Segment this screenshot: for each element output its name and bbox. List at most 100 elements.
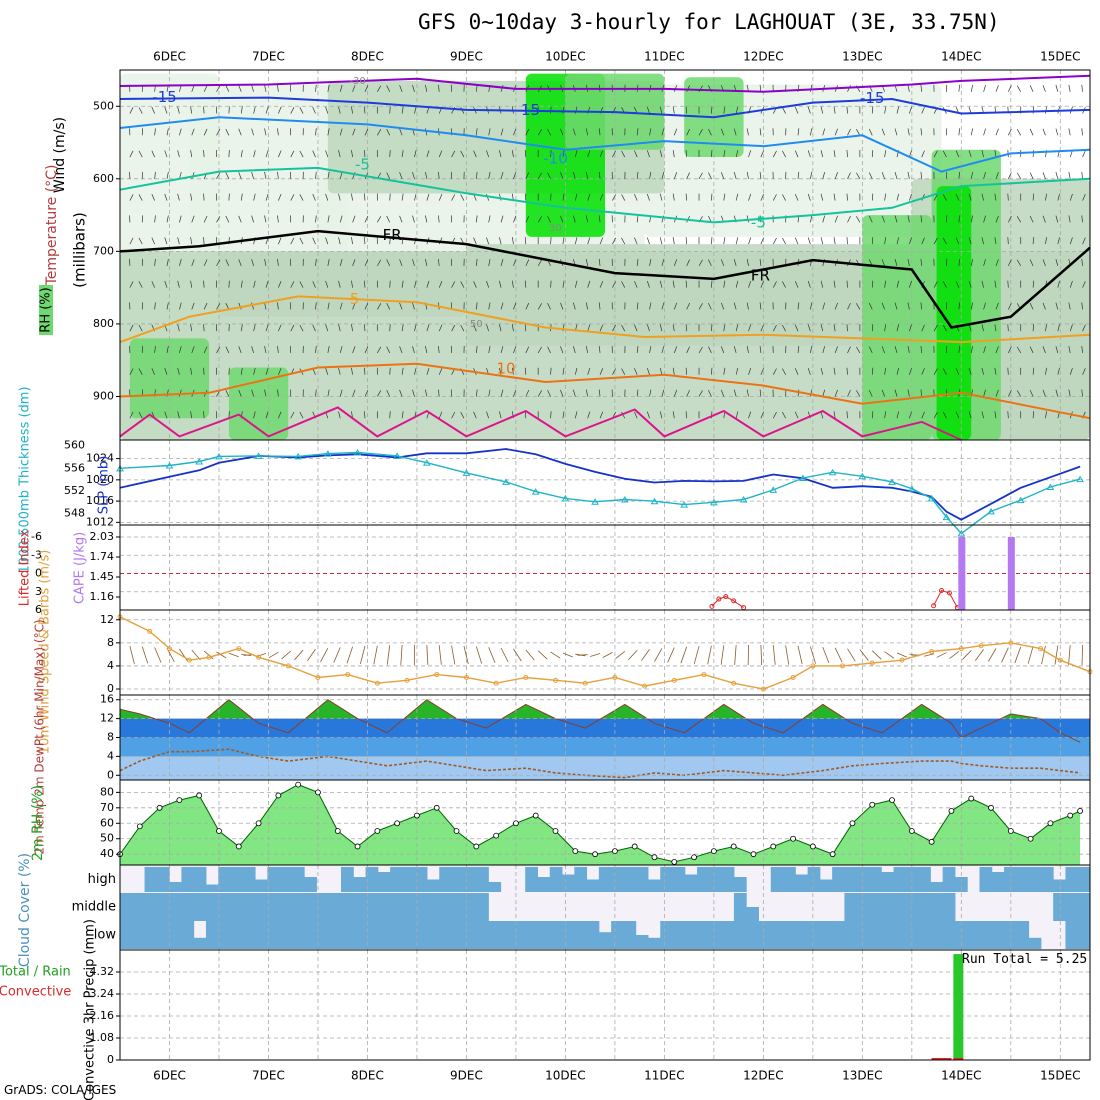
li-tick-label: 3 [35, 585, 42, 598]
upper-wind-barb [238, 215, 242, 223]
upper-wind-barb [203, 302, 208, 310]
upper-wind-barb [733, 389, 737, 397]
upper-wind-barb [612, 324, 616, 332]
cloud-bar-high [390, 867, 403, 892]
upper-wind-barb [414, 150, 417, 158]
upper-wind-barb [179, 128, 182, 136]
upper-wind-barb [524, 237, 527, 245]
upper-wind-barb [351, 280, 353, 288]
cloud-bar-middle [353, 893, 367, 921]
upper-wind-barb [399, 302, 403, 310]
upper-wind-barb [822, 172, 826, 179]
wind-barb [680, 646, 688, 664]
cloud-bar-low [1077, 921, 1091, 949]
wind-speed-marker [731, 680, 737, 686]
upper-wind-barb [720, 346, 725, 354]
upper-wind-barb [129, 194, 134, 201]
top-date-label: 15DEC [1040, 50, 1080, 64]
upper-wind-barb [794, 324, 799, 332]
wind-barb [359, 646, 366, 664]
upper-wind-barb [636, 128, 639, 136]
upper-wind-barb [166, 346, 169, 354]
thickness-axis-label: 1000-500mb Thickness (dm) [18, 386, 33, 573]
upper-wind-barb [720, 389, 725, 397]
upper-wind-barb [820, 106, 824, 114]
wind-speed-marker [166, 646, 172, 652]
wind-speed-marker [345, 672, 351, 678]
upper-wind-barb [190, 237, 193, 245]
upper-wind-barb [475, 345, 478, 353]
rh2m-marker [513, 820, 519, 827]
upper-wind-barb [881, 172, 885, 179]
upper-wind-barb [437, 215, 440, 223]
upper-wind-barb [894, 346, 898, 354]
thickness-marker [888, 478, 896, 485]
upper-wind-barb [399, 172, 403, 179]
upper-wind-barb [511, 367, 514, 375]
upper-wind-barb [723, 237, 726, 245]
upper-wind-barb [412, 215, 415, 223]
wind-barb [256, 652, 267, 658]
upper-wind-barb [265, 367, 269, 375]
upper-wind-barb [587, 193, 591, 201]
cloud-bar-high [1065, 867, 1079, 892]
upper-wind-barb [389, 324, 391, 332]
upper-wind-barb [822, 346, 826, 354]
upper-wind-barb [164, 280, 168, 288]
upper-wind-barb [995, 389, 999, 397]
upper-wind-barb [1016, 216, 1022, 223]
upper-wind-barb [299, 281, 304, 288]
wind-barb [707, 645, 712, 665]
upper-wind-barb [473, 411, 477, 419]
upper-wind-barb [871, 411, 874, 419]
lifted-index-marker [723, 594, 729, 600]
upper-wind-barb [772, 324, 777, 332]
upper-wind-barb [1045, 411, 1047, 419]
upper-wind-barb [351, 367, 353, 375]
upper-wind-barb [573, 302, 576, 310]
upper-wind-barb [1082, 150, 1086, 158]
cloud-bar-low [697, 921, 710, 949]
upper-wind-barb [634, 368, 638, 375]
cloud-bar-low [586, 921, 600, 949]
upper-wind-barb [958, 84, 961, 92]
upper-wind-barb [547, 128, 551, 136]
upper-wind-barb [177, 150, 180, 158]
thickness-marker [927, 494, 936, 502]
lifted-index-line [933, 589, 958, 608]
wind-speed-marker [523, 674, 529, 680]
upper-wind-barb [513, 346, 517, 354]
upper-wind-barb [438, 368, 443, 375]
upper-wind-barb [240, 324, 243, 332]
cloud-bar-middle [918, 893, 931, 921]
rh2m-marker [829, 851, 836, 858]
upper-wind-barb [550, 150, 552, 158]
upper-wind-barb [807, 193, 811, 201]
upper-wind-barb [585, 258, 589, 266]
upper-wind-barb [277, 258, 279, 266]
upper-wind-barb [807, 150, 811, 158]
thickness-marker [323, 450, 332, 457]
upper-wind-barb [191, 346, 195, 354]
upper-wind-barb [154, 345, 156, 353]
upper-wind-barb [834, 215, 838, 223]
upper-wind-barb [612, 237, 616, 245]
upper-wind-barb [794, 281, 799, 288]
upper-wind-barb [251, 389, 254, 397]
upper-wind-barb [179, 259, 182, 266]
lifted-index-marker [731, 598, 737, 604]
upper-wind-barb [920, 84, 923, 92]
upper-wind-barb [1081, 258, 1083, 266]
upper-wind-barb [868, 389, 873, 397]
upper-wind-barb [386, 259, 391, 267]
upper-wind-barb [364, 150, 366, 158]
upper-wind-barb [621, 150, 626, 158]
upper-wind-barb [970, 128, 973, 136]
upper-wind-barb [1055, 259, 1059, 266]
upper-wind-barb [968, 367, 972, 375]
upper-wind-barb [216, 129, 221, 136]
upper-wind-barb [299, 194, 304, 201]
cloud-bar-low [488, 921, 502, 949]
upper-wind-barb [499, 193, 502, 201]
upper-wind-barb [473, 237, 477, 245]
